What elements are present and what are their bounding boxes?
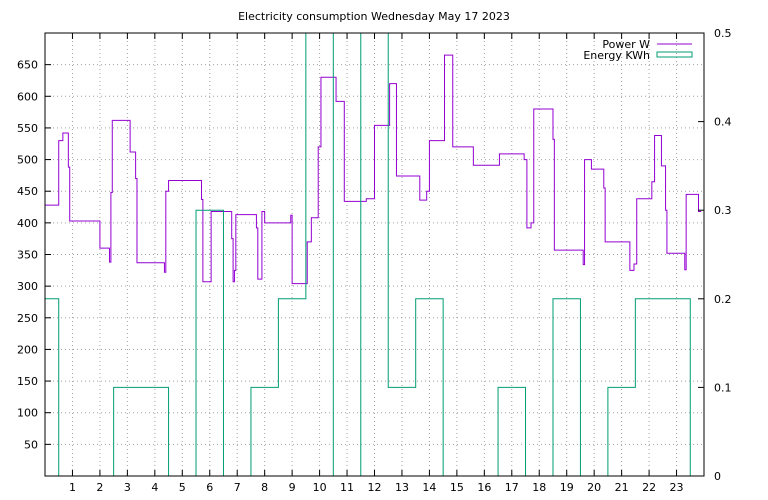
y2-tick-label: 0.1 (714, 381, 732, 394)
x-tick-label: 23 (670, 481, 684, 494)
x-tick-label: 9 (289, 481, 296, 494)
x-tick-label: 17 (505, 481, 519, 494)
x-tick-label: 20 (587, 481, 601, 494)
x-tick-label: 18 (532, 481, 546, 494)
y2-tick-label: 0 (714, 470, 721, 483)
x-tick-label: 13 (395, 481, 409, 494)
y-tick-label: 200 (17, 343, 38, 356)
y-tick-label: 650 (17, 59, 38, 72)
legend-label: Energy KWh (583, 49, 650, 62)
y-tick-label: 500 (17, 154, 38, 167)
y-tick-label: 300 (17, 280, 38, 293)
x-tick-label: 2 (96, 481, 103, 494)
x-tick-label: 6 (206, 481, 213, 494)
x-tick-label: 19 (560, 481, 574, 494)
x-tick-label: 5 (179, 481, 186, 494)
chart-title: Electricity consumption Wednesday May 17… (238, 10, 510, 23)
grid (45, 33, 704, 476)
x-tick-label: 7 (234, 481, 241, 494)
x-tick-label: 14 (422, 481, 436, 494)
y2-tick-label: 0.2 (714, 293, 732, 306)
series-line-0 (45, 54, 702, 285)
y-tick-label: 150 (17, 375, 38, 388)
x-tick-label: 3 (124, 481, 131, 494)
y-tick-label: 250 (17, 312, 38, 325)
y-tick-label: 350 (17, 249, 38, 262)
series-layer (45, 33, 702, 476)
y2-tick-label: 0.5 (714, 27, 732, 40)
y-tick-label: 50 (24, 438, 38, 451)
y-tick-label: 400 (17, 217, 38, 230)
axes: 1 2 3 4 5 6 7 8 9 10 11 12 13 14 15 16 17 18 19 20 21 22 23501… (17, 27, 732, 494)
y-tick-label: 450 (17, 185, 38, 198)
x-tick-label: 8 (261, 481, 268, 494)
x-tick-label: 12 (368, 481, 382, 494)
x-tick-label: 22 (642, 481, 656, 494)
x-tick-label: 1 (69, 481, 76, 494)
legend-label: Power W (602, 38, 650, 51)
y2-tick-label: 0.4 (714, 116, 732, 129)
x-tick-label: 10 (313, 481, 327, 494)
x-tick-label: 4 (151, 481, 158, 494)
series-line-1 (45, 33, 691, 476)
y-tick-label: 100 (17, 407, 38, 420)
y-tick-label: 550 (17, 122, 38, 135)
x-tick-label: 15 (450, 481, 464, 494)
x-tick-label: 11 (340, 481, 354, 494)
y-tick-label: 600 (17, 90, 38, 103)
legend-swatch-1 (656, 51, 693, 58)
y2-tick-label: 0.3 (714, 204, 732, 217)
x-tick-label: 21 (615, 481, 629, 494)
x-tick-label: 16 (477, 481, 491, 494)
